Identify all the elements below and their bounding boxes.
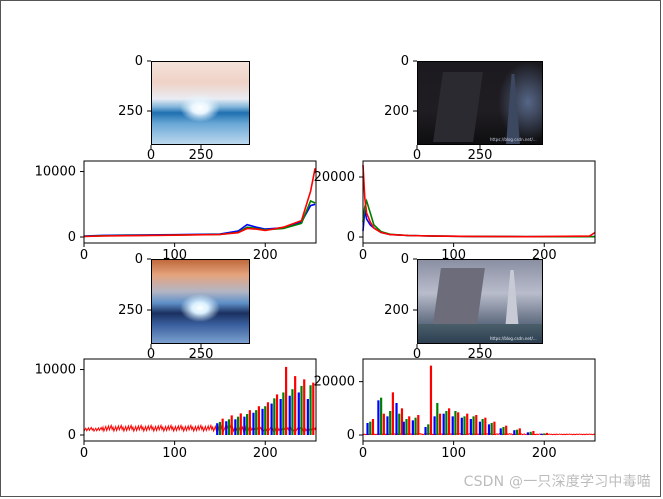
trees-band (418, 324, 542, 343)
ytick-label: 0 (401, 54, 409, 69)
image-sunrise-original (151, 61, 250, 145)
xtick-label: 0 (80, 446, 88, 461)
ytick-label: 0 (135, 54, 143, 69)
axes-frame (362, 160, 596, 244)
series-line-green (362, 198, 595, 238)
xtick-label: 250 (468, 148, 493, 163)
series-line-red (83, 168, 316, 238)
image-building-original: https://blog.csdn.net/... (417, 61, 543, 145)
xtick-label: 0 (80, 248, 88, 263)
ytick-label: 10000 (35, 363, 76, 378)
ytick-label: 0 (68, 230, 76, 245)
ytick-label: 0 (135, 252, 143, 267)
ytick-label: 0 (347, 428, 355, 443)
series-line-red (362, 164, 596, 238)
xtick-label: 250 (189, 148, 214, 163)
xtick-label: 0 (359, 248, 367, 263)
embedded-url-text: https://blog.csdn.net/... (490, 137, 537, 142)
xtick-label: 100 (162, 248, 187, 263)
axes-frame (83, 160, 317, 244)
xtick-label: 0 (413, 148, 421, 163)
xtick-label: 0 (147, 347, 155, 362)
xtick-label: 0 (413, 347, 421, 362)
xtick-label: 200 (253, 446, 278, 461)
ytick-label: 200 (384, 104, 409, 119)
xtick-label: 200 (532, 446, 557, 461)
xtick-label: 100 (441, 248, 466, 263)
embedded-url-text-eq: https://blog.csdn.net/... (490, 336, 537, 341)
series-line-blue (362, 209, 595, 238)
watermark: CSDN @一只深度学习中毒喵 (463, 474, 651, 490)
ytick-label: 0 (347, 230, 355, 245)
xtick-label: 200 (253, 248, 278, 263)
ytick-label: 0 (401, 252, 409, 267)
xtick-label: 0 (359, 446, 367, 461)
xtick-label: 100 (162, 446, 187, 461)
xtick-label: 200 (532, 248, 557, 263)
xtick-label: 250 (468, 347, 493, 362)
series-line-green (83, 199, 316, 238)
ytick-label: 250 (118, 303, 143, 318)
series-line-blue (83, 203, 316, 237)
ytick-label: 10000 (35, 165, 76, 180)
xtick-label: 0 (147, 148, 155, 163)
axes-frame (83, 358, 317, 442)
ytick-label: 0 (68, 428, 76, 443)
axes-frame (362, 358, 596, 442)
xtick-label: 100 (441, 446, 466, 461)
ytick-label: 20000 (314, 375, 355, 390)
image-building-equalized: https://blog.csdn.net/... (417, 259, 543, 344)
image-sunrise-equalized (151, 259, 250, 344)
ytick-label: 250 (118, 104, 143, 119)
ytick-label: 20000 (314, 170, 355, 185)
xtick-label: 250 (189, 347, 214, 362)
ytick-label: 200 (384, 303, 409, 318)
